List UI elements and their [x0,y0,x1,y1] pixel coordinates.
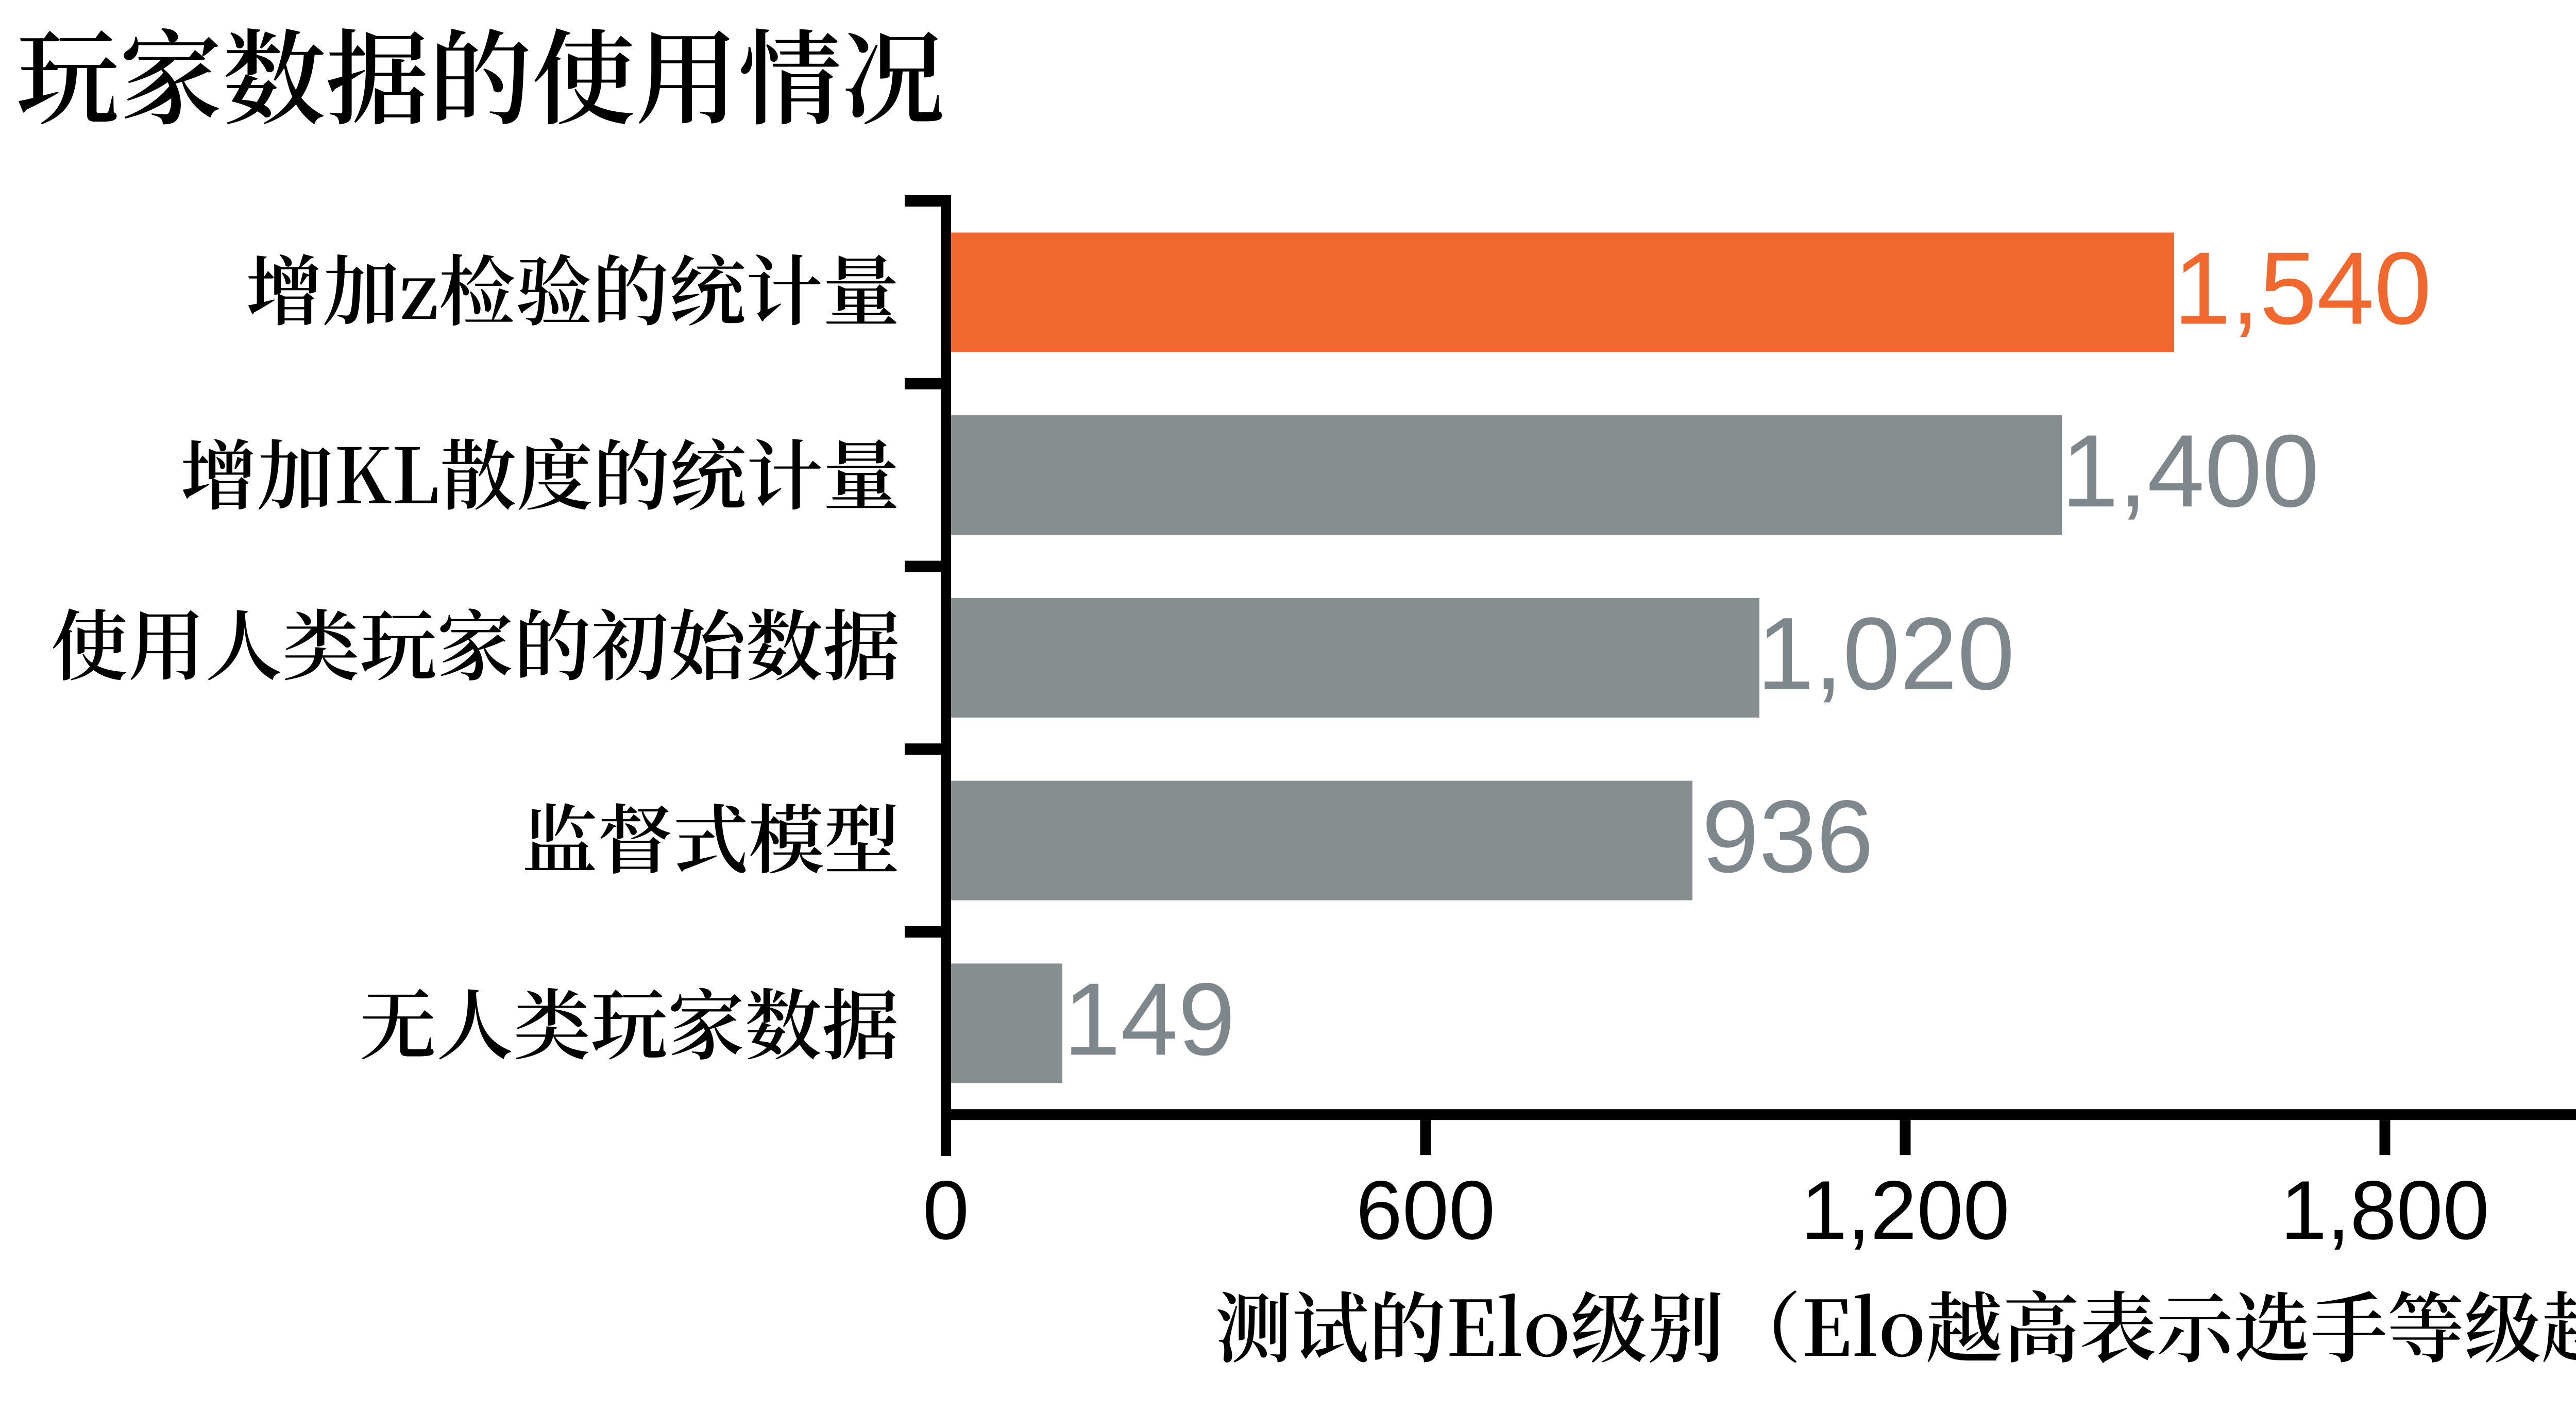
svg-text:1,400: 1,400 [2061,414,2319,529]
svg-text:1,200: 1,200 [1801,1164,2009,1257]
svg-text:1,800: 1,800 [2280,1164,2489,1257]
svg-text:1,020: 1,020 [1757,597,2015,711]
svg-text:600: 600 [1356,1164,1495,1257]
svg-text:0: 0 [923,1164,969,1257]
svg-text:1,540: 1,540 [2174,231,2432,346]
svg-text:936: 936 [1702,779,1874,894]
svg-text:149: 149 [1063,962,1235,1077]
